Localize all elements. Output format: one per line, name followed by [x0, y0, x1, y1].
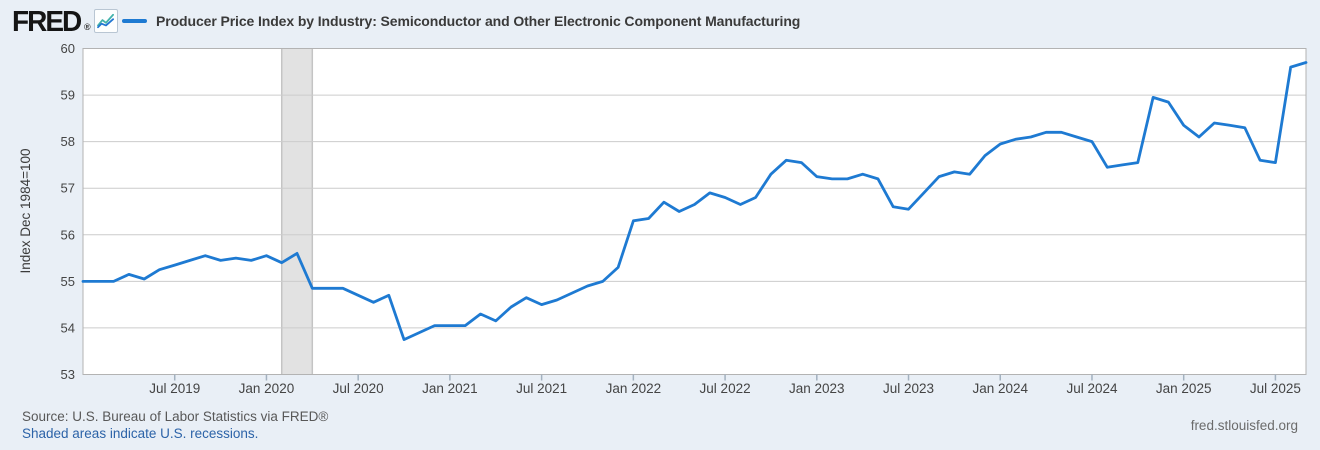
- x-tick-label: Jan 2022: [606, 381, 662, 396]
- x-tick-label: Jul 2021: [516, 381, 567, 396]
- x-tick-label: Jan 2025: [1156, 381, 1212, 396]
- plot-border: [82, 48, 1307, 375]
- x-tick-label: Jul 2025: [1250, 381, 1301, 396]
- plot-area[interactable]: [83, 48, 1306, 375]
- series-legend-label[interactable]: Producer Price Index by Industry: Semico…: [156, 13, 801, 29]
- series-legend-swatch: [122, 19, 147, 23]
- registered-trademark: ®: [84, 22, 91, 32]
- x-tick-label: Jan 2020: [239, 381, 295, 396]
- x-tick-label: Jul 2023: [883, 381, 934, 396]
- y-tick-label: 56: [61, 227, 75, 242]
- x-tick-label: Jan 2024: [972, 381, 1028, 396]
- y-tick-label: 57: [61, 181, 75, 196]
- y-axis-title: Index Dec 1984=100: [18, 149, 33, 274]
- recession-band: [281, 48, 313, 375]
- chart-header: FRED ® Producer Price Index by Industry:…: [0, 0, 1320, 44]
- y-tick-label: 59: [61, 88, 75, 103]
- x-tick-label: Jan 2021: [422, 381, 478, 396]
- x-tick-label: Jul 2022: [700, 381, 751, 396]
- x-tick-label: Jul 2020: [333, 381, 384, 396]
- y-tick-label: 58: [61, 134, 75, 149]
- y-tick-label: 60: [61, 41, 75, 56]
- x-tick-label: Jul 2024: [1066, 381, 1118, 396]
- sparkline-chart-icon: [97, 13, 114, 29]
- source-attribution: Source: U.S. Bureau of Labor Statistics …: [22, 409, 329, 424]
- recession-shading-link[interactable]: Shaded areas indicate U.S. recessions.: [22, 426, 259, 441]
- series-line[interactable]: [81, 61, 1308, 342]
- y-tick-label: 53: [61, 367, 75, 382]
- y-tick-label: 55: [61, 274, 75, 289]
- fred-logo[interactable]: FRED: [12, 5, 82, 38]
- fred-site-link[interactable]: fred.stlouisfed.org: [1190, 418, 1298, 433]
- y-tick-label: 54: [61, 320, 75, 335]
- x-tick-label: Jul 2019: [149, 381, 200, 396]
- x-tick-label: Jan 2023: [789, 381, 845, 396]
- fred-logo-box: [94, 9, 118, 33]
